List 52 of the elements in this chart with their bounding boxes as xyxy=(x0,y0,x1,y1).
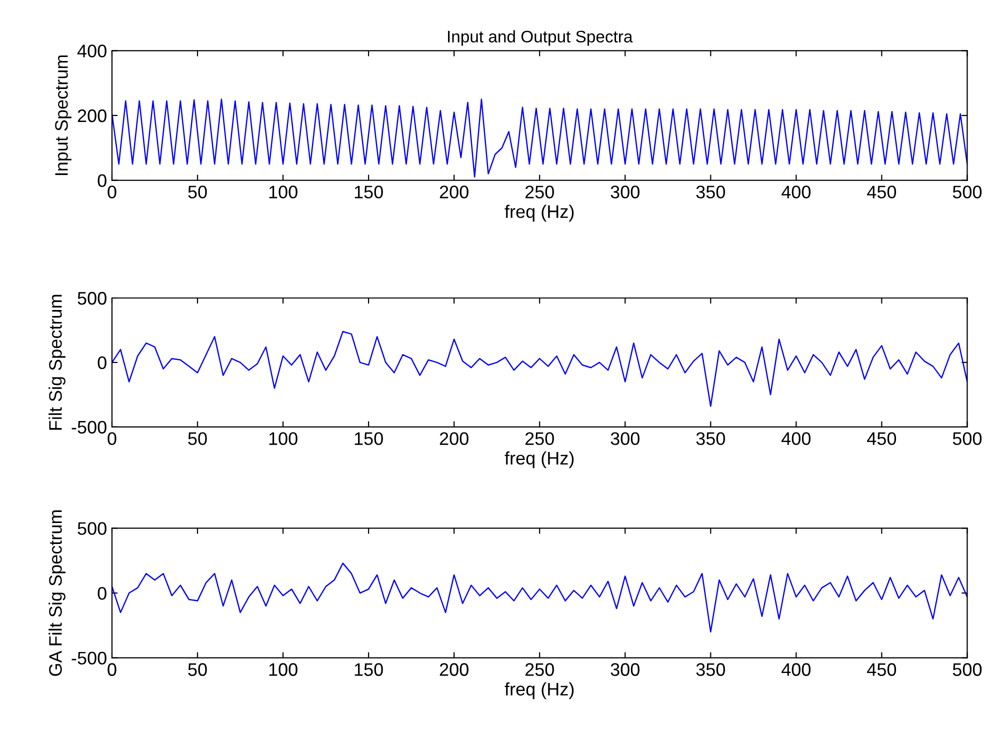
y-tick-label: 0 xyxy=(98,356,106,370)
x-tick-label: 350 xyxy=(696,432,726,446)
x-tick-label: 500 xyxy=(952,663,982,676)
x-tick-label: 0 xyxy=(108,663,116,676)
x-tick-label: 500 xyxy=(952,186,982,198)
x-tick-label: 450 xyxy=(867,186,896,198)
line-series xyxy=(112,562,968,633)
x-tick-label: 250 xyxy=(525,432,554,446)
x-tick-label: 50 xyxy=(188,663,207,676)
x-tick-label: 350 xyxy=(696,186,726,198)
x-tick-label: 250 xyxy=(525,663,554,676)
x-tick-label: 50 xyxy=(188,186,207,198)
y-axis-title: Filt Sig Spectrum xyxy=(48,294,66,430)
x-tick-label: 500 xyxy=(952,432,982,446)
x-tick-label: 150 xyxy=(354,432,383,446)
y-axis-title: Input Spectrum xyxy=(55,55,72,176)
x-tick-label: 450 xyxy=(867,432,896,446)
x-tick-label: 100 xyxy=(269,186,298,198)
x-tick-label: 200 xyxy=(440,186,468,198)
y-tick-label: 0 xyxy=(98,586,106,600)
x-tick-label: 300 xyxy=(610,432,640,446)
x-tick-label: 0 xyxy=(108,186,116,198)
x-axis-title: freq (Hz) xyxy=(504,204,574,222)
x-tick-label: 400 xyxy=(782,663,811,676)
x-tick-label: 400 xyxy=(782,186,811,198)
line-series xyxy=(112,98,968,178)
x-axis-title: freq (Hz) xyxy=(504,451,574,468)
x-tick-label: 150 xyxy=(354,663,383,676)
x-tick-label: 200 xyxy=(440,432,468,446)
x-tick-label: 300 xyxy=(610,663,640,676)
x-tick-label: 250 xyxy=(525,186,554,198)
x-tick-label: 450 xyxy=(867,663,896,676)
x-tick-label: 200 xyxy=(440,663,468,676)
x-tick-label: 150 xyxy=(354,186,383,198)
y-tick-label: 500 xyxy=(78,522,106,535)
y-tick-label: 0 xyxy=(98,174,106,188)
x-tick-label: 100 xyxy=(269,663,298,676)
y-tick-label: -500 xyxy=(72,420,106,434)
y-tick-label: 200 xyxy=(78,109,106,122)
line-series xyxy=(112,330,968,407)
chart-title: Input and Output Spectra xyxy=(448,30,633,46)
y-tick-label: -500 xyxy=(72,652,106,665)
x-axis-title: freq (Hz) xyxy=(504,682,574,700)
x-tick-label: 50 xyxy=(188,432,207,446)
x-tick-label: 100 xyxy=(269,432,298,446)
x-tick-label: 300 xyxy=(610,186,640,198)
x-tick-label: 400 xyxy=(782,432,811,446)
y-axis-title: GA Filt Sig Spectrum xyxy=(48,510,66,676)
x-tick-label: 350 xyxy=(696,663,726,676)
y-tick-label: 500 xyxy=(78,292,106,305)
y-tick-label: 400 xyxy=(77,44,106,58)
x-tick-label: 0 xyxy=(108,432,116,446)
